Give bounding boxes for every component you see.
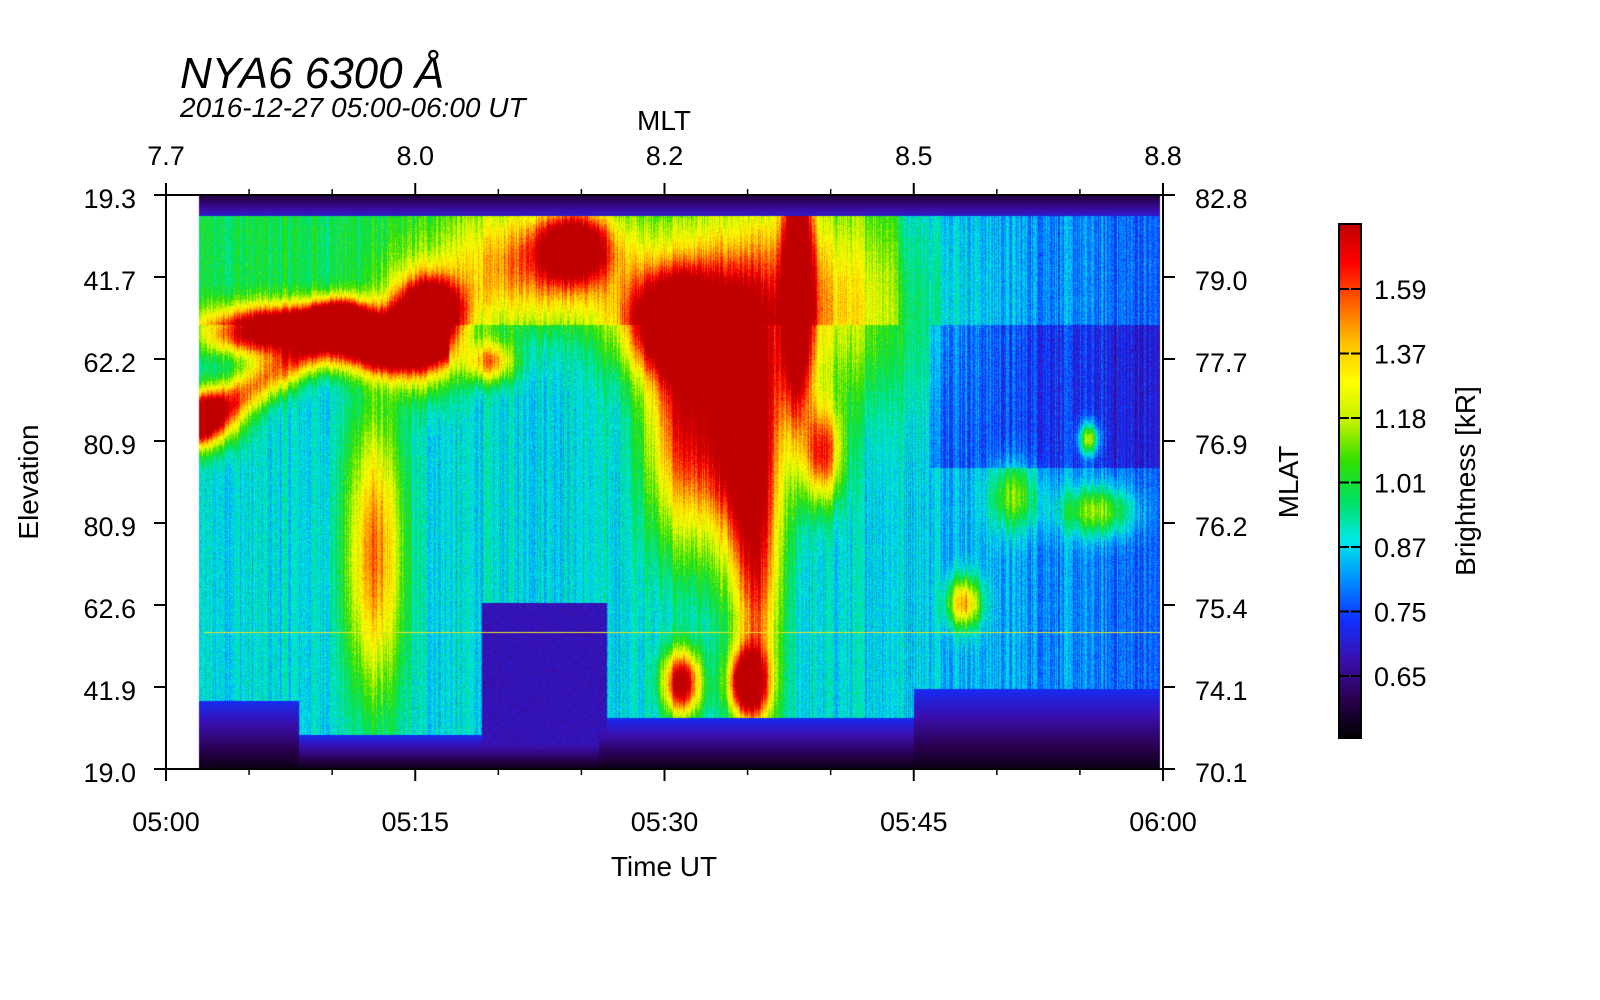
heatmap-area — [166, 195, 1163, 769]
chart-subtitle: 2016-12-27 05:00-06:00 UT — [179, 92, 527, 123]
x-tick-label: 05:15 — [381, 807, 449, 837]
right-tick-label: 77.7 — [1195, 348, 1248, 378]
colorbar-tick-label: 0.75 — [1374, 598, 1427, 628]
x-tick-label: 06:00 — [1129, 807, 1197, 837]
right-tick-label: 76.2 — [1195, 512, 1248, 542]
y-tick-label: 80.9 — [83, 430, 136, 460]
right-tick-label: 76.9 — [1195, 430, 1248, 460]
x-axis-title: Time UT — [611, 851, 717, 882]
y-tick-label: 62.6 — [83, 594, 136, 624]
colorbar-tick-label: 1.01 — [1374, 469, 1427, 499]
top-tick-label: 8.5 — [895, 141, 933, 171]
chart-title: NYA6 6300 Å — [180, 49, 444, 98]
colorbar-ticks: 1.59 1.37 1.18 1.01 0.87 0.75 0.65 — [1339, 275, 1427, 692]
top-tick-label: 8.2 — [646, 141, 684, 171]
right-axis-title: MLAT — [1273, 446, 1304, 519]
right-tick-label: 74.1 — [1195, 676, 1248, 706]
colorbar-tick-label: 1.37 — [1374, 340, 1427, 370]
y-tick-label: 41.9 — [83, 676, 136, 706]
top-tick-label: 8.0 — [396, 141, 434, 171]
heatmap-canvas — [166, 195, 1163, 769]
top-tick-label: 7.7 — [147, 141, 185, 171]
colorbar-tick-label: 1.59 — [1374, 275, 1427, 305]
y-tick-label: 80.9 — [83, 512, 136, 542]
x-tick-label: 05:30 — [631, 807, 699, 837]
colorbar — [1338, 223, 1362, 739]
x-tick-label: 05:45 — [880, 807, 948, 837]
colorbar-tick-label: 1.18 — [1374, 404, 1427, 434]
y-tick-label: 41.7 — [83, 266, 136, 296]
colorbar-title: Brightness [kR] — [1450, 386, 1481, 576]
top-axis-title: MLT — [637, 105, 691, 136]
y-tick-label: 19.3 — [83, 184, 136, 214]
colorbar-tick-label: 0.87 — [1374, 533, 1427, 563]
y-axis-title: Elevation — [13, 424, 44, 539]
y-tick-label: 19.0 — [83, 758, 136, 788]
colorbar-tick-label: 0.65 — [1374, 662, 1427, 692]
right-tick-label: 79.0 — [1195, 266, 1248, 296]
x-tick-label: 05:00 — [132, 807, 200, 837]
y-tick-label: 62.2 — [83, 348, 136, 378]
right-tick-label: 82.8 — [1195, 184, 1248, 214]
top-tick-label: 8.8 — [1144, 141, 1182, 171]
axes-group: 05:00 05:15 05:30 05:45 06:00 7.7 8.0 8.2 8.5 8.8… — [83, 141, 1247, 837]
right-tick-label: 75.4 — [1195, 594, 1248, 624]
right-tick-label: 70.1 — [1195, 758, 1248, 788]
